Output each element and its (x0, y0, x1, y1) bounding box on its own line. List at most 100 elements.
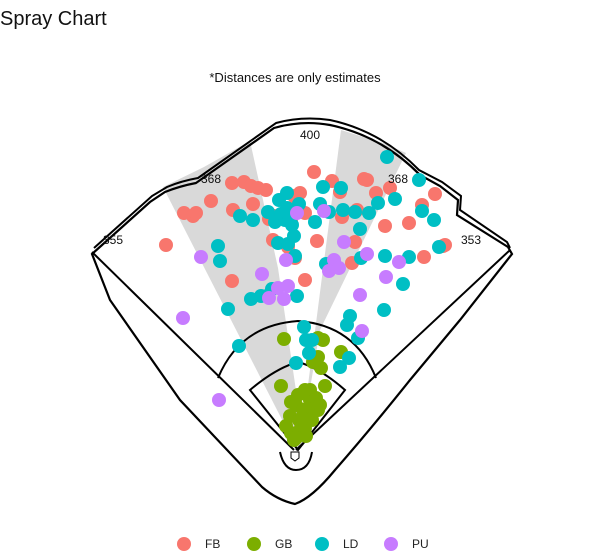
point-ld-28 (308, 215, 322, 229)
point-fb-32 (378, 219, 392, 233)
point-ld-36 (336, 203, 350, 217)
point-ld-35 (334, 181, 348, 195)
point-ld-15 (280, 186, 294, 200)
point-ld-55 (289, 356, 303, 370)
right-center-band (300, 130, 406, 447)
point-pu-15 (353, 288, 367, 302)
point-ld-2 (221, 302, 235, 316)
point-ld-43 (362, 206, 376, 220)
point-ld-47 (388, 192, 402, 206)
point-ld-51 (415, 204, 429, 218)
legend-label-ld: LD (343, 537, 359, 551)
distance-label-left-center: 368 (201, 172, 221, 186)
point-ld-27 (305, 333, 319, 347)
point-ld-8 (261, 205, 275, 219)
point-fb-0 (159, 238, 173, 252)
home-plate (290, 451, 300, 462)
left-foul-line (91, 251, 295, 451)
point-pu-3 (255, 267, 269, 281)
chart-title: Spray Chart (0, 8, 107, 30)
point-gb-23 (313, 398, 327, 412)
point-pu-8 (281, 279, 295, 293)
point-ld-5 (246, 213, 260, 227)
points-layer (159, 150, 452, 447)
point-fb-23 (310, 234, 324, 248)
point-pu-0 (176, 311, 190, 325)
point-ld-50 (412, 173, 426, 187)
point-pu-7 (279, 253, 293, 267)
point-pu-4 (262, 291, 276, 305)
point-ld-24 (297, 320, 311, 334)
point-fb-34 (402, 216, 416, 230)
point-fb-22 (307, 165, 321, 179)
point-ld-45 (378, 249, 392, 263)
point-fb-43 (189, 206, 203, 220)
point-fb-30 (357, 172, 371, 186)
point-fb-40 (225, 274, 239, 288)
point-ld-1 (213, 254, 227, 268)
home-plate-circle (279, 451, 313, 472)
point-fb-3 (204, 194, 218, 208)
point-fb-41 (298, 273, 312, 287)
legend-swatch-ld (315, 537, 329, 551)
distance-label-left-line: 355 (103, 233, 123, 247)
point-gb-33 (289, 431, 303, 445)
point-pu-13 (332, 261, 346, 275)
point-fb-19 (293, 186, 307, 200)
legend-item-gb[interactable]: GB (247, 537, 292, 551)
point-ld-26 (302, 346, 316, 360)
point-pu-1 (194, 250, 208, 264)
right-foul-line (295, 249, 511, 451)
legend-swatch-fb (177, 537, 191, 551)
point-ld-20 (287, 229, 301, 243)
point-fb-10 (259, 183, 273, 197)
outfield-wall (90, 121, 514, 506)
point-ld-56 (333, 360, 347, 374)
point-ld-0 (211, 239, 225, 253)
point-ld-19 (285, 218, 299, 232)
point-ld-41 (353, 222, 367, 236)
legend-item-fb[interactable]: FB (177, 537, 220, 551)
point-gb-28 (318, 379, 332, 393)
distance-label-right-center: 368 (388, 172, 408, 186)
point-gb-0 (277, 332, 291, 346)
point-ld-38 (342, 351, 356, 365)
distance-label-right-line: 353 (461, 233, 481, 247)
point-pu-16 (360, 247, 374, 261)
point-ld-22 (290, 289, 304, 303)
legend-item-pu[interactable]: PU (384, 537, 429, 551)
legend-label-fb: FB (205, 537, 221, 551)
point-gb-27 (316, 333, 330, 347)
legend: FB GB LD PU (0, 537, 600, 557)
legend-swatch-gb (247, 537, 261, 551)
point-pu-18 (392, 255, 406, 269)
outfield-wall-inner (93, 117, 511, 249)
point-pu-2 (212, 393, 226, 407)
point-pu-10 (317, 204, 331, 218)
point-fb-37 (428, 187, 442, 201)
point-fb-27 (348, 235, 362, 249)
point-pu-6 (277, 292, 291, 306)
point-fb-33 (383, 181, 397, 195)
point-ld-46 (380, 150, 394, 164)
point-gb-32 (295, 411, 309, 425)
legend-label-pu: PU (412, 537, 429, 551)
point-gb-31 (298, 383, 312, 397)
point-gb-1 (274, 379, 288, 393)
spray-chart-field: 355 368 400 368 353 (90, 117, 514, 506)
point-pu-9 (290, 206, 304, 220)
point-pu-14 (337, 235, 351, 249)
point-ld-57 (377, 303, 391, 317)
point-ld-44 (371, 196, 385, 210)
legend-label-gb: GB (275, 537, 293, 551)
point-ld-30 (316, 180, 330, 194)
point-fb-4 (225, 176, 239, 190)
distance-label-center: 400 (300, 128, 320, 142)
legend-swatch-pu (384, 537, 398, 551)
point-pu-17 (379, 270, 393, 284)
legend-item-ld[interactable]: LD (315, 537, 358, 551)
point-ld-39 (348, 205, 362, 219)
point-ld-48 (396, 277, 410, 291)
point-pu-19 (355, 324, 369, 338)
point-ld-54 (232, 339, 246, 353)
